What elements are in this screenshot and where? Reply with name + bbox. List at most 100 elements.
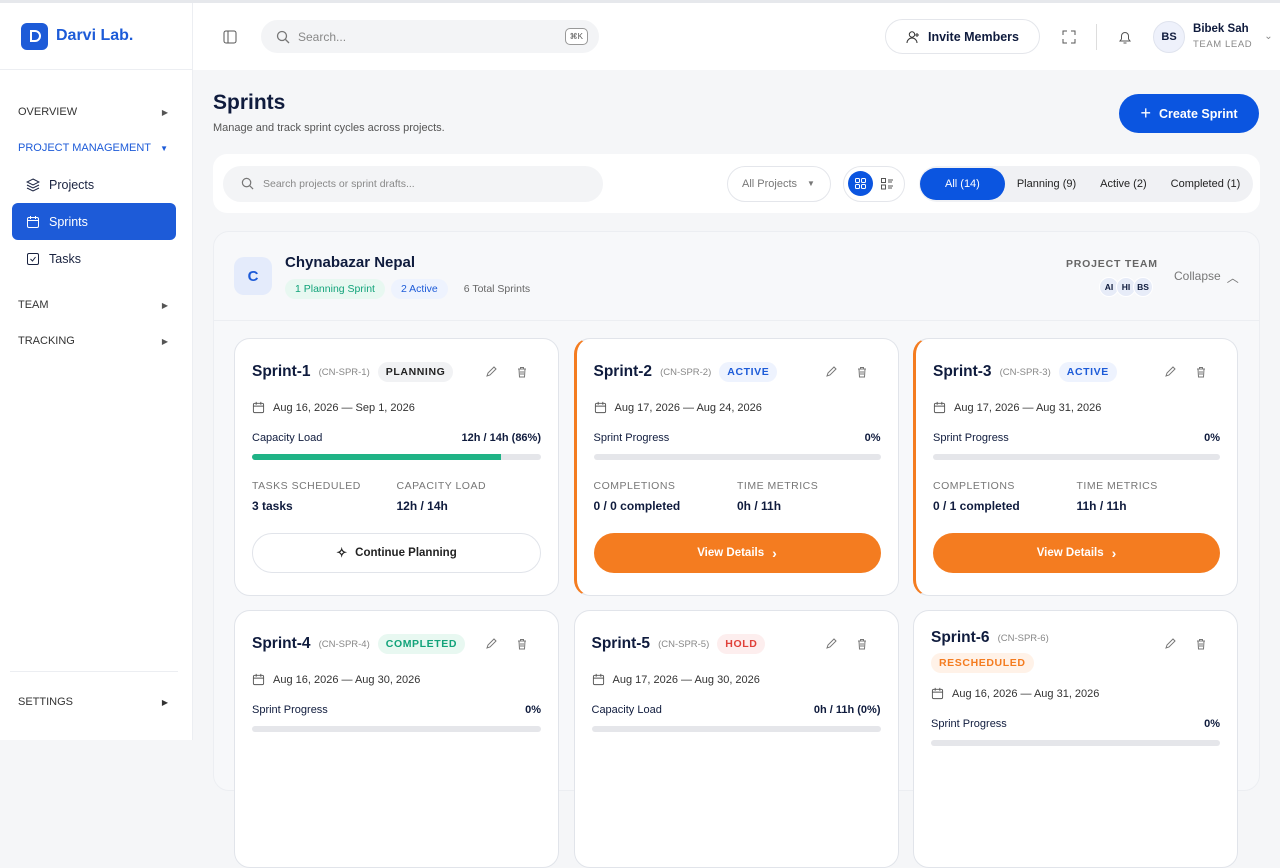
menu-item[interactable]: Tasks bbox=[12, 240, 176, 277]
calendar-icon bbox=[252, 401, 265, 414]
sparkle-icon: ✧ bbox=[336, 545, 348, 560]
project-header: C Chynabazar Nepal 1 Planning Sprint 2 Ac… bbox=[214, 232, 1259, 321]
header: Search... ⌘K Invite Members BS Bibek Sah… bbox=[193, 3, 1280, 70]
project-badge: 6 Total Sprints bbox=[463, 283, 531, 295]
project-avatar: C bbox=[234, 257, 272, 295]
sprint-code: (CN-SPR-2) bbox=[660, 366, 712, 378]
grid-view[interactable] bbox=[848, 171, 873, 196]
project-badge: 1 Planning Sprint bbox=[285, 279, 385, 299]
sprint-dates: Aug 17, 2026 — Aug 31, 2026 bbox=[933, 401, 1220, 414]
stats: COMPLETIONS 0 / 0 completed TIME METRICS 0h… bbox=[594, 480, 881, 513]
status-tab[interactable]: All (14) bbox=[920, 167, 1005, 200]
sprint-card: Sprint-5 (CN-SPR-5) HOLD Aug 17, 2026 — Aug… bbox=[573, 610, 899, 868]
settings-label: SETTINGS bbox=[18, 696, 74, 708]
member-avatar[interactable]: HI bbox=[1116, 277, 1136, 297]
invite-label: Invite Members bbox=[928, 29, 1020, 44]
menu-section[interactable]: PROJECT MANAGEMENT ▼ bbox=[0, 130, 192, 166]
page-title: Sprints bbox=[213, 91, 286, 114]
menu: OVERVIEW ▶ PROJECT MANAGEMENT ▼ Projects Spri… bbox=[0, 70, 192, 359]
stats: COMPLETIONS 0 / 1 completed TIME METRICS 11… bbox=[933, 480, 1220, 513]
calendar-icon bbox=[933, 401, 946, 414]
sprint-name: Sprint-2 bbox=[593, 363, 653, 380]
edit[interactable] bbox=[1164, 637, 1176, 655]
delete[interactable] bbox=[516, 365, 528, 383]
settings[interactable]: SETTINGS ▶ bbox=[10, 684, 178, 720]
search[interactable]: Search... ⌘K bbox=[261, 20, 599, 53]
progress-track bbox=[252, 454, 541, 460]
delete[interactable] bbox=[856, 637, 868, 655]
metric-label: Capacity Load bbox=[252, 432, 323, 444]
menu-item-label: Projects bbox=[49, 177, 95, 192]
metric-value: 0% bbox=[525, 704, 541, 716]
metric: Capacity Load 0h / 11h (0%) bbox=[592, 704, 881, 716]
menu-section[interactable]: TRACKING ▶ bbox=[0, 323, 192, 359]
metric: Sprint Progress 0% bbox=[931, 718, 1220, 730]
collapse[interactable]: Collapse ︿ bbox=[1174, 269, 1239, 285]
action-label: View Details bbox=[697, 547, 765, 559]
project-select[interactable]: All Projects ▼ bbox=[727, 165, 831, 202]
notifications[interactable] bbox=[1117, 29, 1133, 45]
stat-value: 0 / 0 completed bbox=[593, 499, 681, 513]
status-tab[interactable]: Planning (9) bbox=[1016, 177, 1077, 190]
calendar-icon bbox=[592, 673, 605, 686]
stat: TASKS SCHEDULED 3 tasks bbox=[252, 480, 397, 513]
fullscreen[interactable] bbox=[1062, 30, 1076, 44]
status-tab[interactable]: Active (2) bbox=[1100, 177, 1147, 190]
delete[interactable] bbox=[1195, 637, 1207, 655]
status-tab[interactable]: Completed (1) bbox=[1170, 177, 1241, 190]
stat-label: TASKS SCHEDULED bbox=[252, 480, 361, 492]
metric-label: Sprint Progress bbox=[931, 718, 1007, 730]
delete[interactable] bbox=[856, 365, 868, 383]
avatar[interactable]: BS bbox=[1153, 20, 1186, 53]
progress-track bbox=[593, 454, 881, 460]
card-header: Sprint-6 (CN-SPR-6) RESCHEDULED bbox=[931, 629, 1220, 673]
stat-label: TIME METRICS bbox=[1076, 480, 1158, 492]
sprint-dates: Aug 16, 2026 — Aug 30, 2026 bbox=[252, 673, 541, 686]
sprint-name: Sprint-1 bbox=[252, 363, 311, 380]
card-action[interactable]: View Details › bbox=[933, 533, 1220, 573]
member-avatar[interactable]: BS bbox=[1133, 277, 1153, 297]
spacer bbox=[0, 277, 192, 287]
menu-item[interactable]: Sprints bbox=[12, 203, 176, 240]
card-action[interactable]: ✧ Continue Planning bbox=[252, 533, 541, 573]
menu-section[interactable]: OVERVIEW ▶ bbox=[0, 94, 192, 130]
menu-section[interactable]: TEAM ▶ bbox=[0, 287, 192, 323]
edit[interactable] bbox=[825, 365, 837, 383]
edit[interactable] bbox=[485, 365, 497, 383]
brand[interactable]: Darvi Lab. bbox=[0, 3, 192, 70]
chevron: ▼ bbox=[160, 143, 168, 153]
card-header: Sprint-3 (CN-SPR-3) ACTIVE bbox=[933, 357, 1220, 387]
metric-value: 0% bbox=[1204, 718, 1220, 730]
delete[interactable] bbox=[516, 637, 528, 655]
sprint-search[interactable]: Search projects or sprint drafts... bbox=[223, 165, 603, 202]
progress-track bbox=[931, 740, 1220, 746]
menu-section-label: OVERVIEW bbox=[18, 106, 78, 118]
user-menu[interactable]: ⌄ bbox=[1264, 31, 1273, 42]
card-action[interactable]: View Details › bbox=[593, 533, 881, 573]
stat-value: 0 / 1 completed bbox=[933, 499, 1020, 513]
sprint-name: Sprint-4 bbox=[252, 635, 311, 652]
stat: CAPACITY LOAD 12h / 14h bbox=[397, 480, 542, 513]
create-sprint[interactable]: + Create Sprint bbox=[1119, 94, 1259, 133]
sprint-status: PLANNING bbox=[377, 362, 454, 382]
edit[interactable] bbox=[1164, 365, 1176, 383]
sprint-card: Sprint-3 (CN-SPR-3) ACTIVE Aug 17, 2026 — A… bbox=[913, 338, 1238, 596]
calendar-icon bbox=[931, 687, 944, 700]
progress-track bbox=[591, 726, 881, 732]
team-members: AI HI BS bbox=[1099, 277, 1153, 297]
menu-section-label: TEAM bbox=[18, 299, 49, 311]
menu-item[interactable]: Projects bbox=[12, 166, 176, 203]
metric-value: 0h / 11h (0%) bbox=[813, 704, 881, 716]
sidebar-toggle[interactable] bbox=[223, 30, 237, 44]
invite-button[interactable]: Invite Members bbox=[885, 19, 1041, 54]
sprint-status: ACTIVE bbox=[719, 362, 778, 382]
user-name: Bibek Sah bbox=[1193, 23, 1249, 35]
sprint-dates: Aug 16, 2026 — Aug 31, 2026 bbox=[931, 687, 1220, 700]
delete[interactable] bbox=[1195, 365, 1207, 383]
edit[interactable] bbox=[825, 637, 837, 655]
shortcut: ⌘K bbox=[564, 28, 588, 45]
chevron: ▶ bbox=[161, 107, 168, 117]
edit[interactable] bbox=[485, 637, 497, 655]
list-view[interactable] bbox=[881, 177, 893, 190]
sprint-code: (CN-SPR-4) bbox=[318, 638, 370, 650]
